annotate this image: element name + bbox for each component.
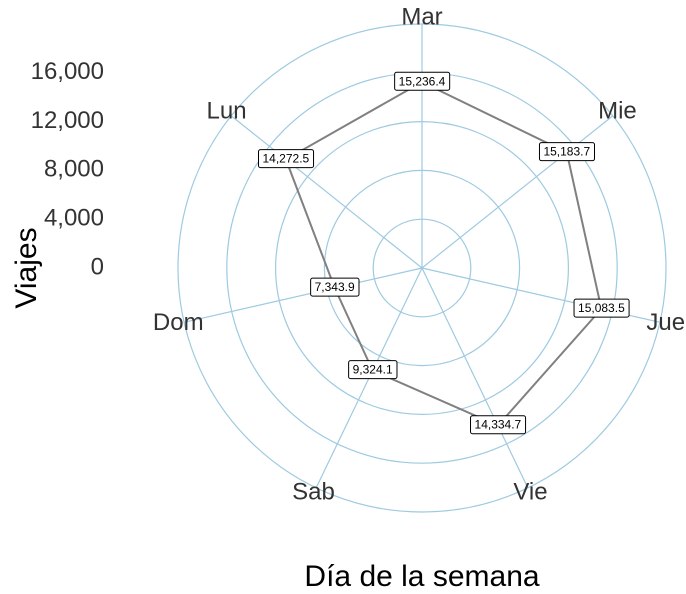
value-label-box [394, 71, 451, 91]
x-axis-title: Día de la semana [304, 560, 539, 593]
value-label: 7,343.9 [310, 277, 360, 297]
value-label: 15,183.7 [538, 142, 596, 162]
category-label: Mie [598, 97, 637, 124]
category-label: Mar [401, 3, 442, 30]
value-label-box [348, 360, 398, 380]
value-label-text: 9,324.1 [353, 363, 393, 377]
value-label-box [573, 298, 630, 318]
y-tick-label: 16,000 [31, 58, 104, 85]
category-label: Jue [646, 309, 685, 336]
y-tick-label: 8,000 [44, 156, 104, 183]
y-tick-label: 12,000 [31, 107, 104, 134]
value-label: 15,236.4 [394, 71, 451, 91]
category-label: Sab [292, 479, 335, 506]
value-label: 15,083.5 [573, 298, 630, 318]
category-label: Vie [513, 479, 547, 506]
y-tick-label: 0 [91, 253, 104, 280]
data-line [284, 80, 603, 427]
value-label-box [538, 142, 596, 162]
value-label: 14,334.7 [470, 415, 527, 435]
spoke [421, 267, 529, 489]
value-label-text: 14,272.5 [263, 152, 310, 166]
value-label-text: 7,343.9 [315, 280, 355, 294]
value-label-box [310, 277, 360, 297]
value-label-text: 14,334.7 [475, 418, 522, 432]
value-label-text: 15,236.4 [399, 74, 446, 88]
category-label: Dom [153, 309, 204, 336]
y-tick-label: 4,000 [44, 205, 104, 232]
value-label-box [470, 415, 527, 435]
spoke [230, 115, 423, 269]
spoke [183, 267, 423, 323]
value-label-text: 15,183.7 [543, 145, 590, 159]
value-label-text: 15,083.5 [578, 301, 625, 315]
value-label: 14,272.5 [258, 149, 315, 169]
spoke [421, 115, 614, 269]
value-label: 9,324.1 [348, 360, 398, 380]
category-label: Lun [207, 97, 247, 124]
value-label-box [258, 149, 315, 169]
y-axis-title: Viajes [10, 227, 43, 308]
